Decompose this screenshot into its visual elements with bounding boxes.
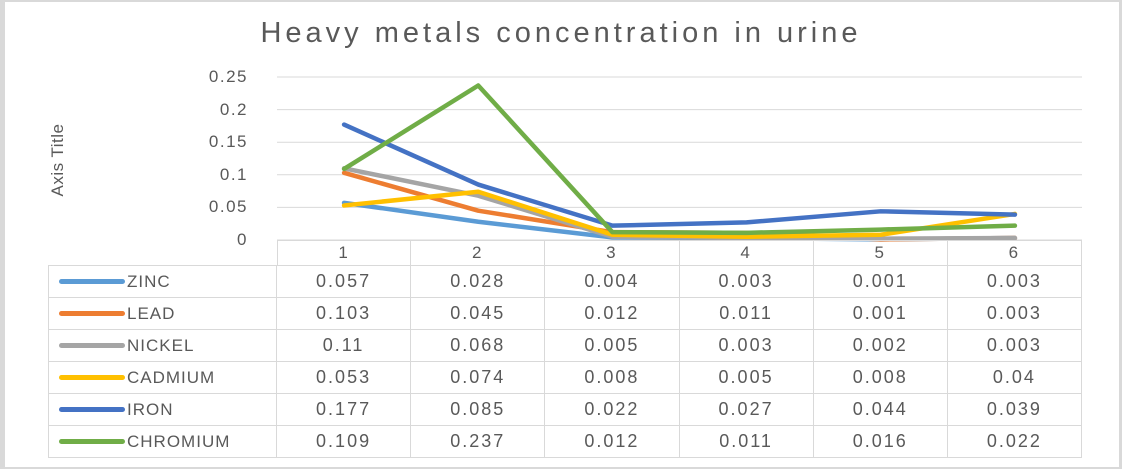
column-header: 2	[411, 240, 546, 266]
table-value: 0.044	[813, 394, 948, 426]
chart-title: Heavy metals concentration in urine	[260, 17, 862, 49]
table-value: 0.005	[545, 330, 680, 362]
table-value: 0.003	[679, 266, 814, 298]
table-value: 0.053	[277, 362, 412, 394]
y-tick-label: 0.15	[208, 132, 248, 151]
table-value: 0.012	[545, 426, 680, 458]
table-value: 0.016	[813, 426, 948, 458]
table-value: 0.028	[411, 266, 546, 298]
series-label: CADMIUM	[127, 367, 216, 387]
table-value: 0.045	[411, 298, 546, 330]
table-value: 0.008	[545, 362, 680, 394]
table-value: 0.022	[545, 394, 680, 426]
series-label: NICKEL	[127, 335, 195, 355]
legend-cell-iron: IRON	[48, 394, 277, 426]
table-value: 0.011	[679, 298, 814, 330]
column-header: 1	[277, 240, 412, 266]
nickel-line-swatch	[59, 343, 125, 348]
cadmium-line-swatch	[59, 375, 125, 380]
table-value: 0.027	[679, 394, 814, 426]
table-value: 0.04	[947, 362, 1082, 394]
table-value: 0.085	[411, 394, 546, 426]
y-tick-label: 0.2	[219, 100, 248, 119]
table-value: 0.022	[947, 426, 1082, 458]
y-axis-title: Axis Title	[48, 123, 67, 197]
table-value: 0.003	[947, 298, 1082, 330]
legend-cell-chromium: CHROMIUM	[48, 426, 277, 458]
chromium-line-swatch	[59, 439, 125, 444]
table-corner-cell	[48, 240, 277, 266]
table-value: 0.012	[545, 298, 680, 330]
column-header: 5	[813, 240, 948, 266]
legend-cell-zinc: ZINC	[48, 266, 277, 298]
y-tick-label: 0.05	[208, 197, 248, 216]
column-header: 6	[947, 240, 1082, 266]
table-value: 0.005	[679, 362, 814, 394]
table-value: 0.237	[411, 426, 546, 458]
iron-line-swatch	[59, 407, 125, 412]
table-value: 0.002	[813, 330, 948, 362]
legend-cell-nickel: NICKEL	[48, 330, 277, 362]
table-value: 0.003	[679, 330, 814, 362]
y-tick-label: 0	[237, 230, 248, 249]
table-value: 0.003	[947, 330, 1082, 362]
y-tick-label: 0.25	[208, 67, 248, 86]
zinc-line-swatch	[59, 279, 125, 284]
table-value: 0.074	[411, 362, 546, 394]
y-tick-label: 0.1	[219, 165, 248, 184]
table-value: 0.11	[277, 330, 412, 362]
table-value: 0.103	[277, 298, 412, 330]
legend-cell-cadmium: CADMIUM	[48, 362, 277, 394]
table-value: 0.008	[813, 362, 948, 394]
table-value: 0.004	[545, 266, 680, 298]
table-value: 0.001	[813, 298, 948, 330]
table-value: 0.177	[277, 394, 412, 426]
column-header: 4	[679, 240, 814, 266]
series-label: IRON	[127, 399, 174, 419]
series-label: LEAD	[127, 303, 176, 323]
series-label: CHROMIUM	[127, 431, 231, 451]
legend-cell-lead: LEAD	[48, 298, 277, 330]
table-value: 0.011	[679, 426, 814, 458]
table-value: 0.109	[277, 426, 412, 458]
lead-line-swatch	[59, 311, 125, 316]
table-value: 0.057	[277, 266, 412, 298]
table-value: 0.068	[411, 330, 546, 362]
data-table: 1 2 3 4 5 6 ZINC 0.057 0.028 0.004 0.003…	[48, 240, 1082, 458]
column-header: 3	[545, 240, 680, 266]
table-value: 0.003	[947, 266, 1082, 298]
table-value: 0.001	[813, 266, 948, 298]
table-value: 0.039	[947, 394, 1082, 426]
series-label: ZINC	[127, 271, 171, 291]
